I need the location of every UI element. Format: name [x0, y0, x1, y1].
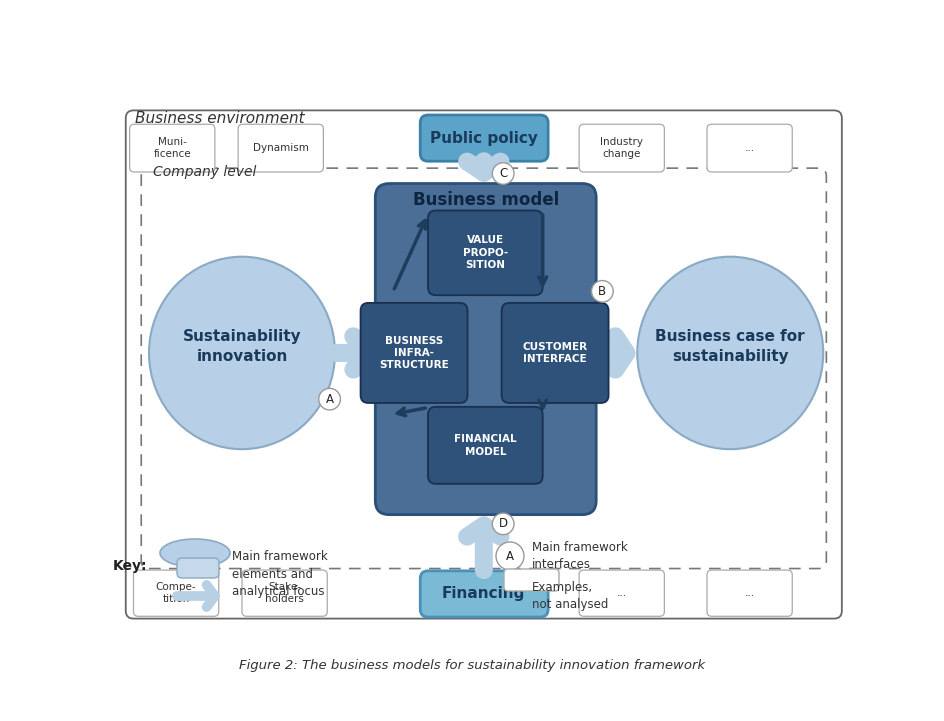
Circle shape — [319, 389, 341, 410]
Text: Examples,
not analysed: Examples, not analysed — [532, 581, 608, 611]
Text: Public policy: Public policy — [430, 131, 538, 146]
FancyBboxPatch shape — [579, 570, 665, 616]
Text: Compe-
tition: Compe- tition — [156, 583, 196, 604]
Text: ...: ... — [745, 143, 754, 153]
Text: Industry
change: Industry change — [600, 137, 643, 159]
Circle shape — [592, 280, 614, 302]
Ellipse shape — [149, 257, 335, 449]
Ellipse shape — [637, 257, 823, 449]
FancyBboxPatch shape — [129, 124, 215, 172]
FancyBboxPatch shape — [707, 124, 792, 172]
Text: A: A — [506, 549, 514, 562]
FancyBboxPatch shape — [579, 124, 665, 172]
FancyBboxPatch shape — [238, 124, 324, 172]
FancyBboxPatch shape — [420, 571, 548, 617]
Text: C: C — [499, 167, 507, 180]
FancyBboxPatch shape — [504, 569, 559, 591]
Ellipse shape — [160, 539, 230, 567]
FancyBboxPatch shape — [126, 110, 842, 619]
FancyBboxPatch shape — [361, 303, 467, 403]
FancyBboxPatch shape — [501, 303, 609, 403]
Circle shape — [493, 163, 514, 185]
FancyBboxPatch shape — [428, 211, 543, 295]
Text: CUSTOMER
INTERFACE: CUSTOMER INTERFACE — [523, 342, 588, 364]
Text: Main framework
interfaces: Main framework interfaces — [532, 541, 628, 571]
Text: ...: ... — [745, 588, 754, 598]
Text: A: A — [326, 393, 333, 406]
Text: B: B — [598, 285, 606, 298]
Text: Stake-
holders: Stake- holders — [265, 583, 304, 604]
Text: Business environment: Business environment — [135, 110, 305, 125]
FancyBboxPatch shape — [420, 115, 548, 162]
FancyBboxPatch shape — [242, 570, 328, 616]
FancyBboxPatch shape — [428, 407, 543, 484]
Text: Business case for
sustainability: Business case for sustainability — [655, 329, 805, 364]
Text: Financing: Financing — [442, 586, 526, 601]
FancyBboxPatch shape — [376, 184, 597, 515]
FancyBboxPatch shape — [133, 570, 219, 616]
Text: Business model: Business model — [413, 192, 559, 210]
FancyBboxPatch shape — [177, 558, 219, 578]
Text: Key:: Key: — [112, 559, 147, 573]
Text: Dynamism: Dynamism — [253, 143, 309, 153]
Text: Figure 2: The business models for sustainability innovation framework: Figure 2: The business models for sustai… — [239, 660, 705, 673]
Text: ...: ... — [616, 588, 627, 598]
Circle shape — [496, 542, 524, 570]
FancyBboxPatch shape — [707, 570, 792, 616]
Text: D: D — [498, 518, 508, 531]
Text: FINANCIAL
MODEL: FINANCIAL MODEL — [454, 434, 516, 456]
Text: Muni-
ficence: Muni- ficence — [154, 137, 191, 159]
Text: Sustainability
innovation: Sustainability innovation — [183, 329, 301, 364]
Text: Main framework
elements and
analytical focus: Main framework elements and analytical f… — [232, 551, 328, 598]
Text: BUSINESS
INFRA-
STRUCTURE: BUSINESS INFRA- STRUCTURE — [379, 335, 449, 371]
Circle shape — [493, 513, 514, 535]
Text: VALUE
PROPO-
SITION: VALUE PROPO- SITION — [463, 236, 508, 270]
Text: Company level: Company level — [153, 165, 256, 179]
